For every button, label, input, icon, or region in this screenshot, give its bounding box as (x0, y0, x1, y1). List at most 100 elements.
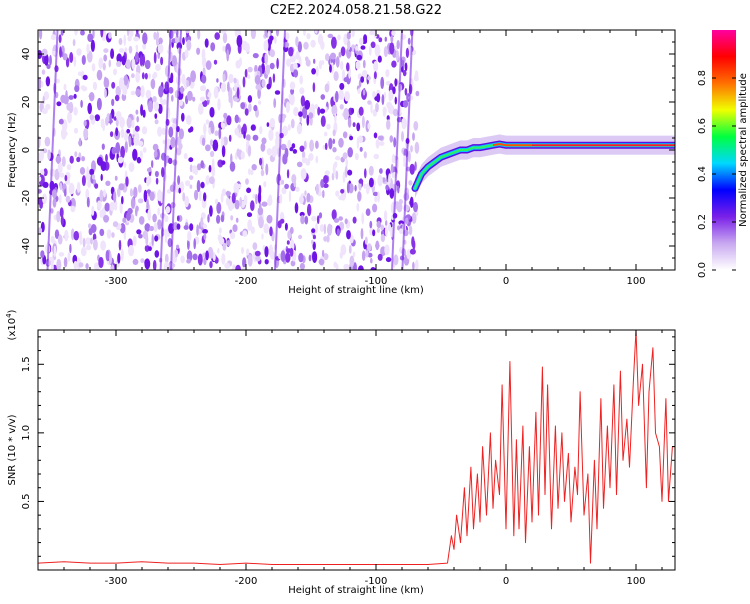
noise-blob (378, 141, 385, 147)
noise-blob (146, 167, 152, 173)
noise-blob (259, 157, 263, 166)
noise-blob (200, 160, 204, 169)
noise-blob (317, 33, 324, 46)
noise-blob (60, 215, 64, 226)
noise-blob (346, 181, 350, 194)
noise-blob (154, 113, 158, 119)
noise-blob (301, 151, 306, 159)
noise-blob (123, 34, 126, 47)
noise-blob (211, 158, 215, 171)
noise-blob (319, 108, 326, 114)
noise-blob (89, 114, 95, 121)
noise-blob (224, 262, 231, 269)
noise-blob (176, 215, 180, 222)
noise-blob (78, 262, 84, 268)
noise-blob (137, 184, 142, 193)
noise-blob (360, 228, 364, 240)
colorbar-tick-label: 0.4 (697, 166, 708, 182)
noise-blob (161, 167, 165, 178)
noise-blob (243, 130, 246, 139)
snr-y-tick-label: 1.5 (21, 356, 32, 372)
noise-blob (146, 175, 152, 185)
snr-y-label: SNR (10 * v/v) (7, 414, 18, 485)
noise-blob (242, 230, 248, 237)
noise-blob (126, 212, 131, 221)
noise-blob (74, 85, 80, 93)
noise-blob (306, 192, 311, 203)
noise-blob (314, 30, 318, 34)
noise-blob (368, 165, 374, 176)
noise-blob (217, 248, 220, 254)
noise-blob (65, 57, 70, 68)
noise-blob (340, 61, 344, 71)
noise-blob (316, 215, 320, 225)
noise-blob (326, 123, 331, 130)
noise-blob (50, 235, 55, 244)
noise-blob (62, 53, 68, 61)
noise-blob (116, 61, 122, 67)
noise-blob (372, 91, 376, 99)
noise-blob (375, 240, 380, 251)
noise-blob (189, 126, 194, 132)
noise-blob (155, 35, 159, 47)
noise-blob (87, 179, 92, 188)
noise-blob (300, 168, 307, 180)
spectrogram-y-tick-label: 0 (21, 147, 32, 153)
noise-blob (308, 153, 314, 161)
noise-blob (266, 122, 270, 127)
snr-series-line (38, 330, 675, 565)
noise-blob (158, 37, 163, 45)
noise-blob (333, 218, 340, 223)
noise-blob (364, 168, 367, 179)
noise-blob (269, 49, 275, 58)
colorbar-tick-label: 0.8 (697, 70, 708, 86)
noise-blob (321, 249, 325, 258)
noise-blob (323, 236, 328, 242)
spectrogram-noise-field (38, 30, 420, 270)
noise-blob (156, 148, 160, 160)
noise-blob (380, 76, 385, 89)
noise-blob (335, 56, 340, 68)
noise-blob (234, 199, 240, 210)
noise-blob (100, 240, 106, 251)
noise-blob (43, 91, 50, 101)
noise-blob (332, 129, 336, 137)
noise-blob (200, 216, 204, 228)
noise-blob (157, 126, 163, 137)
noise-blob (377, 135, 384, 141)
noise-blob (276, 57, 279, 70)
noise-blob (284, 222, 288, 231)
noise-blob (81, 55, 86, 65)
noise-blob (318, 258, 325, 266)
noise-blob (153, 31, 157, 40)
noise-blob (323, 183, 329, 188)
noise-blob (390, 163, 394, 174)
noise-blob (365, 183, 370, 195)
noise-blob (320, 115, 326, 127)
noise-blob (297, 41, 302, 53)
noise-blob (351, 107, 355, 114)
noise-blob (232, 264, 237, 270)
noise-blob (234, 114, 239, 124)
noise-blob (237, 132, 243, 138)
noise-blob (88, 223, 92, 229)
noise-blob (133, 36, 140, 42)
noise-blob (415, 259, 419, 270)
noise-blob (154, 170, 159, 178)
noise-blob (338, 137, 344, 148)
noise-blob (58, 34, 62, 44)
noise-blob (366, 243, 372, 252)
noise-blob (126, 128, 131, 134)
noise-blob (356, 202, 360, 212)
noise-blob (205, 175, 210, 185)
noise-blob (402, 69, 407, 77)
noise-blob (142, 43, 147, 50)
noise-blob (318, 212, 323, 219)
noise-blob (258, 184, 262, 196)
noise-blob (289, 247, 294, 257)
noise-blob (369, 220, 373, 229)
noise-blob (147, 100, 154, 113)
noise-blob (248, 103, 252, 112)
noise-blob (352, 122, 356, 127)
noise-blob (72, 39, 76, 47)
